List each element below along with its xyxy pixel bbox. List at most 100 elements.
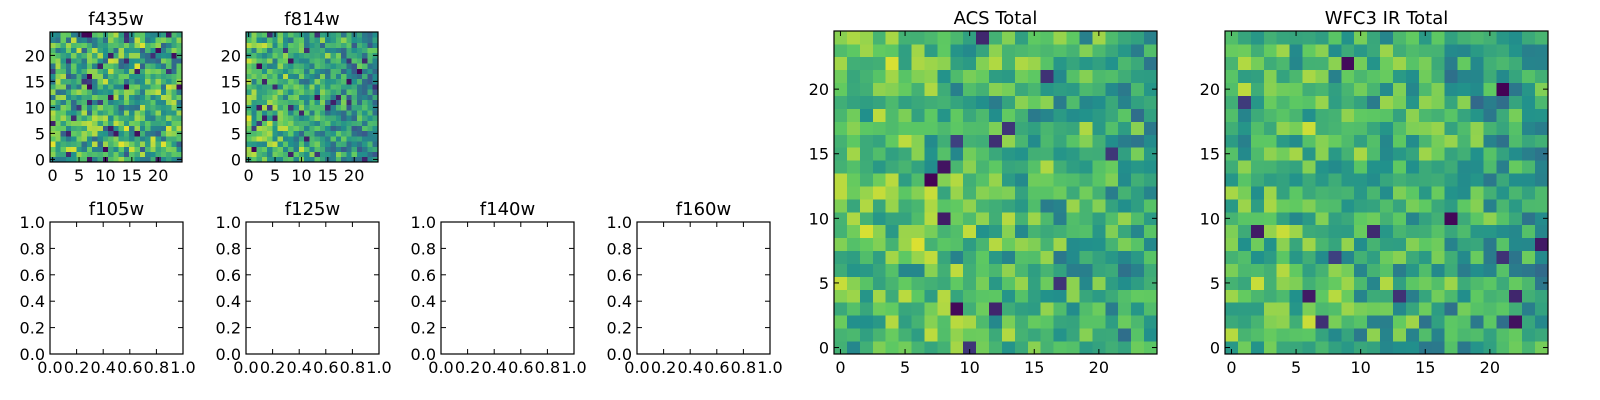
heatmap-cell <box>314 42 321 48</box>
heatmap-cell <box>1144 315 1158 329</box>
heatmap-cell <box>1535 276 1549 290</box>
heatmap-cell <box>123 73 130 80</box>
heatmap-cell <box>989 160 1003 174</box>
heatmap-cell <box>81 32 88 38</box>
heatmap-cell <box>963 237 977 252</box>
heatmap-cell <box>872 276 887 290</box>
heatmap-cell <box>362 151 368 158</box>
heatmap-cell <box>272 47 279 54</box>
heatmap-cell <box>1509 121 1523 135</box>
heatmap-cell <box>139 136 146 142</box>
heatmap-cell <box>1144 276 1158 290</box>
heatmap-cell <box>129 84 135 90</box>
heatmap-cell <box>160 84 167 90</box>
heatmap-cell <box>319 42 326 48</box>
heatmap-cell <box>1405 328 1420 342</box>
heatmap-cell <box>139 141 146 147</box>
heatmap-cell <box>989 237 1003 252</box>
heatmap-cell <box>304 58 310 64</box>
heatmap-cell <box>134 125 141 132</box>
heatmap-cell <box>108 89 114 95</box>
heatmap-cell <box>166 73 172 80</box>
heatmap-cell <box>1431 121 1446 135</box>
heatmap-cell <box>1066 211 1080 226</box>
heatmap-cell <box>118 68 125 74</box>
heatmap-cell <box>118 120 125 126</box>
heatmap-cells <box>246 32 379 163</box>
heatmap-cell <box>71 68 77 74</box>
heatmap-cell <box>293 110 300 116</box>
heatmap-cell <box>1354 237 1368 252</box>
heatmap-cell <box>1118 315 1132 329</box>
heatmap-cell <box>1535 69 1549 84</box>
heatmap-cell <box>1027 250 1042 264</box>
heatmap-cell <box>1027 315 1042 329</box>
heatmap-cell <box>859 237 874 252</box>
heatmap-cell <box>351 68 358 74</box>
heatmap-cell <box>160 32 167 38</box>
heatmap-cell <box>160 120 167 126</box>
heatmap-cell <box>166 47 172 54</box>
heatmap-cell <box>1457 276 1471 290</box>
heatmap-cell <box>1289 31 1303 45</box>
heatmap-cell <box>1496 31 1510 45</box>
heatmap-cell <box>1131 186 1145 200</box>
heatmap-cell <box>65 78 72 85</box>
heatmap-cell <box>346 68 352 74</box>
heatmap-cell <box>1105 160 1119 174</box>
heatmap-cell <box>277 156 284 163</box>
heatmap-cell <box>160 42 167 48</box>
heatmap-cell <box>885 211 899 226</box>
heatmap-cell <box>325 146 331 152</box>
heatmap-cell <box>251 110 257 116</box>
heatmap-cell <box>1367 341 1381 355</box>
heatmap-cell <box>118 94 125 100</box>
heatmap-cell <box>351 104 358 111</box>
heatmap-cell <box>293 78 300 85</box>
heatmap-cell <box>60 146 67 152</box>
heatmap-cell <box>65 89 72 95</box>
heatmap-cell <box>1250 95 1265 109</box>
heatmap-cell <box>1040 302 1055 316</box>
heatmap-cell <box>1092 276 1106 290</box>
heatmap-cell <box>356 73 363 80</box>
heatmap-cell <box>1040 276 1055 290</box>
heatmap-cell <box>1431 108 1446 122</box>
heatmap-cell <box>134 156 141 163</box>
heatmap-cell <box>1302 302 1316 316</box>
heatmap-cell <box>251 130 257 137</box>
heatmap-cell <box>267 99 273 106</box>
heatmap-cell <box>1509 263 1523 277</box>
panel-title: f435w <box>88 9 143 30</box>
heatmap-cell <box>834 69 848 84</box>
heatmap-cell <box>123 32 130 38</box>
heatmap-cell <box>1053 198 1067 213</box>
heatmap-cell <box>1354 56 1368 71</box>
heatmap-cell <box>1341 134 1355 148</box>
heatmap-cell <box>1341 341 1355 355</box>
heatmap-cell <box>1418 315 1433 329</box>
heatmap-cell <box>1328 108 1342 122</box>
heatmap-cell <box>1302 276 1316 290</box>
heatmap-cell <box>1263 328 1278 342</box>
heatmap-cell <box>60 32 67 38</box>
heatmap-cell <box>298 52 305 59</box>
heatmap-cell <box>1496 341 1510 355</box>
heatmap-cell <box>1535 147 1549 161</box>
heatmap-cell <box>1289 237 1303 252</box>
heatmap-cell <box>367 63 374 69</box>
heatmap-cell <box>1079 173 1093 187</box>
y-tick-label: 5 <box>819 274 829 293</box>
x-tick-label: 10 <box>1350 358 1370 377</box>
heatmap-cell <box>1380 95 1394 109</box>
heatmap-cell <box>1250 198 1265 213</box>
heatmap-cell <box>319 110 326 116</box>
heatmap-cell <box>1289 186 1303 200</box>
heatmap-cell <box>950 315 964 329</box>
heatmap-cell <box>176 58 183 64</box>
heatmap-cell <box>341 73 347 80</box>
heatmap-cell <box>362 110 368 116</box>
heatmap-cell <box>367 141 374 147</box>
